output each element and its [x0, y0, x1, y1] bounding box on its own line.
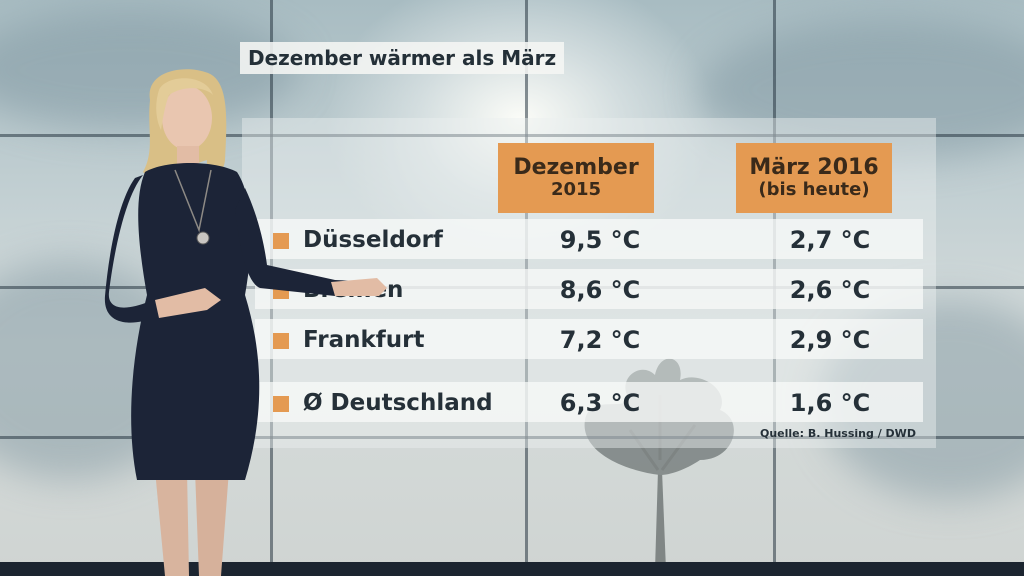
bullet-square-icon — [273, 233, 289, 249]
column-header-december-line2: 2015 — [550, 179, 602, 201]
march-value: 2,7 °C — [789, 226, 871, 254]
table-row: Ø Deutschland 6,3 °C 1,6 °C — [255, 382, 923, 422]
december-value: 9,5 °C — [559, 226, 641, 254]
table-row: Düsseldorf 9,5 °C 2,7 °C — [255, 219, 923, 259]
column-header-december: Dezember 2015 — [498, 143, 654, 213]
column-header-march: März 2016 (bis heute) — [736, 143, 892, 213]
screen-bottom-edge — [0, 562, 1024, 576]
bullet-square-icon — [273, 333, 289, 349]
source-credit: Quelle: B. Hussing / DWD — [760, 427, 916, 440]
march-value: 1,6 °C — [789, 389, 871, 417]
december-value: 8,6 °C — [559, 276, 641, 304]
column-header-december-line1: Dezember — [513, 155, 639, 180]
december-value: 6,3 °C — [559, 389, 641, 417]
table-row: Frankfurt 7,2 °C 2,9 °C — [255, 319, 923, 359]
headline-title: Dezember wärmer als März — [240, 42, 565, 74]
column-header-march-line1: März 2016 — [749, 155, 879, 180]
city-label: Düsseldorf — [303, 227, 443, 253]
march-value: 2,9 °C — [789, 326, 871, 354]
presenter-figure — [104, 69, 387, 576]
grid-line — [0, 436, 1024, 439]
city-label: Frankfurt — [303, 327, 425, 353]
column-header-march-line2: (bis heute) — [758, 179, 870, 201]
grid-line — [0, 134, 1024, 137]
march-value: 2,6 °C — [789, 276, 871, 304]
december-value: 7,2 °C — [559, 326, 641, 354]
city-label: Ø Deutschland — [303, 390, 493, 416]
bullet-square-icon — [273, 396, 289, 412]
